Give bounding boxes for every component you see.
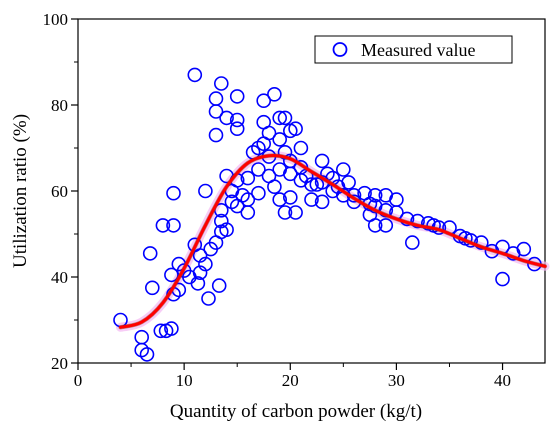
- data-point-103: [389, 192, 404, 207]
- data-point-107: [410, 213, 425, 229]
- y-tick-label-3: 80: [51, 96, 68, 115]
- legend-marker: [332, 42, 348, 57]
- data-point-43: [229, 121, 245, 136]
- data-point-18: [187, 67, 203, 83]
- data-point-32: [214, 76, 229, 91]
- data-point-25: [201, 291, 216, 306]
- data-point-65: [272, 192, 288, 207]
- data-point-23: [198, 183, 213, 199]
- data-point-79: [304, 177, 319, 192]
- data-point-82: [314, 153, 330, 169]
- data-point-4: [142, 246, 158, 261]
- data-point-31: [211, 278, 227, 293]
- data-point-1: [134, 329, 149, 345]
- y-tick-label-0: 20: [51, 354, 68, 373]
- y-tick-label-2: 60: [51, 182, 68, 201]
- data-point-106: [404, 235, 420, 250]
- data-point-91: [341, 175, 356, 190]
- x-axis-title: Quantity of carbon powder (kg/t): [170, 401, 422, 422]
- data-point-72: [282, 190, 298, 205]
- data-point-28: [208, 104, 224, 119]
- fit-line: [119, 154, 547, 329]
- data-point-71: [282, 166, 298, 182]
- data-point-6: [153, 323, 169, 339]
- data-point-61: [267, 179, 282, 194]
- data-point-53: [251, 185, 266, 201]
- data-point-89: [335, 162, 351, 177]
- data-point-54: [256, 93, 272, 108]
- x-tick-label-2: 20: [282, 371, 299, 390]
- data-point-29: [208, 127, 224, 143]
- data-point-58: [261, 125, 277, 141]
- data-point-21: [192, 265, 208, 281]
- data-point-7: [155, 218, 171, 233]
- data-point-68: [277, 205, 293, 220]
- data-point-11: [166, 218, 181, 233]
- x-tick-label-4: 40: [494, 371, 511, 390]
- data-point-3: [139, 347, 155, 362]
- ticks: 0 10 20 30 40 20 40 60 80 100: [43, 10, 512, 390]
- data-point-42: [229, 112, 245, 128]
- data-point-52: [251, 162, 266, 177]
- data-point-9: [164, 321, 179, 336]
- data-point-5: [145, 280, 160, 296]
- data-point-99: [367, 218, 383, 233]
- data-point-63: [272, 132, 288, 147]
- fit-band: [116, 151, 550, 332]
- data-point-33: [214, 213, 229, 229]
- data-point-80: [304, 192, 319, 207]
- x-tick-label-0: 0: [74, 371, 83, 390]
- legend-box: [314, 35, 513, 64]
- legend-label: Measured value: [361, 40, 475, 60]
- data-point-10: [164, 267, 179, 283]
- x-tick-label-1: 10: [176, 371, 193, 390]
- data-point-120: [516, 241, 532, 257]
- data-point-66: [277, 110, 293, 126]
- data-point-20: [190, 276, 206, 291]
- data-point-60: [267, 87, 282, 102]
- data-point-73: [288, 121, 303, 136]
- data-point-24: [198, 256, 213, 272]
- y-tick-label-4: 100: [43, 10, 69, 29]
- data-point-22: [192, 248, 208, 263]
- y-tick-label-1: 40: [51, 268, 68, 287]
- measured-points: [113, 67, 542, 362]
- data-point-41: [229, 89, 245, 104]
- fit-line-group: [118, 153, 548, 330]
- data-point-12: [166, 185, 181, 201]
- data-point-36: [219, 110, 234, 126]
- data-point-49: [240, 205, 256, 220]
- data-point-27: [208, 91, 224, 106]
- legend: Measured value: [314, 35, 513, 64]
- y-axis-title: Utilization ratio (%): [10, 114, 31, 268]
- data-point-102: [378, 218, 394, 233]
- data-point-117: [495, 271, 510, 287]
- fit-confidence-band: [116, 151, 550, 332]
- data-point-97: [367, 188, 383, 203]
- data-point-74: [288, 205, 303, 220]
- data-point-62: [272, 110, 288, 126]
- data-point-75: [293, 140, 309, 156]
- data-point-47: [240, 170, 256, 186]
- data-point-38: [219, 222, 234, 237]
- data-point-84: [314, 194, 330, 210]
- x-tick-label-3: 30: [388, 371, 405, 390]
